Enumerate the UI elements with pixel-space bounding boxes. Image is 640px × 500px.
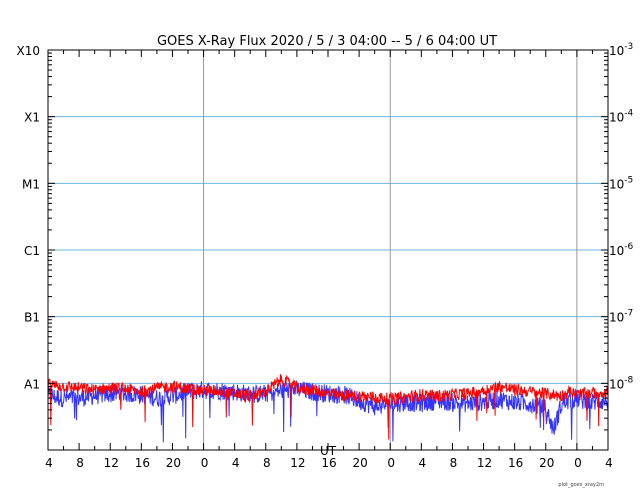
y-right-label: 10-5 — [609, 175, 633, 191]
chart-title: GOES X-Ray Flux 2020 / 5 / 3 04:00 -- 5 … — [157, 34, 497, 49]
y-right-label: 10-7 — [609, 309, 633, 325]
y-right-label: 10-3 — [609, 42, 633, 58]
x-tick-label: 4 — [419, 456, 427, 470]
axis-layer — [47, 49, 609, 451]
y-left-label: M1 — [22, 177, 40, 191]
x-tick-label: 4 — [605, 456, 613, 470]
grid-layer — [48, 50, 608, 450]
label-layer: 4 8 12 16 20 0 4 8 12 16 20 0 4 8 12 16 20 0 4 X10 X1 M1 C1 B1 A… — [17, 42, 634, 470]
x-tick-label: 16 — [321, 456, 336, 470]
series-line-1 — [47, 380, 608, 443]
y-left-label: X10 — [17, 44, 41, 58]
x-tick-label: 20 — [539, 456, 554, 470]
x-tick-label: 4 — [45, 456, 53, 470]
x-tick-label: 20 — [352, 456, 367, 470]
x-tick-label: 4 — [232, 456, 240, 470]
x-tick-label: 8 — [263, 456, 271, 470]
x-tick-label: 12 — [104, 456, 119, 470]
series-layer — [47, 374, 608, 443]
y-right-label: 10-4 — [609, 109, 634, 125]
x-tick-label: 8 — [450, 456, 458, 470]
x-tick-label: 0 — [387, 456, 395, 470]
footer-note: plot_goes_xray2m — [558, 482, 604, 488]
x-tick-label: 0 — [574, 456, 582, 470]
y-left-label: X1 — [24, 111, 40, 125]
x-tick-label: 16 — [135, 456, 150, 470]
x-tick-label: 20 — [166, 456, 181, 470]
x-axis-label: UT — [320, 444, 337, 458]
y-left-label: A1 — [24, 377, 40, 391]
y-left-label: B1 — [24, 311, 40, 325]
series-line-0 — [47, 374, 608, 440]
y-right-label: 10-6 — [609, 242, 634, 258]
x-tick-label: 12 — [290, 456, 305, 470]
x-tick-label: 0 — [201, 456, 209, 470]
x-tick-label: 12 — [477, 456, 492, 470]
x-tick-label: 16 — [508, 456, 523, 470]
y-right-label: 10-8 — [609, 375, 634, 391]
x-tick-label: 8 — [76, 456, 84, 470]
y-left-label: C1 — [24, 244, 40, 258]
